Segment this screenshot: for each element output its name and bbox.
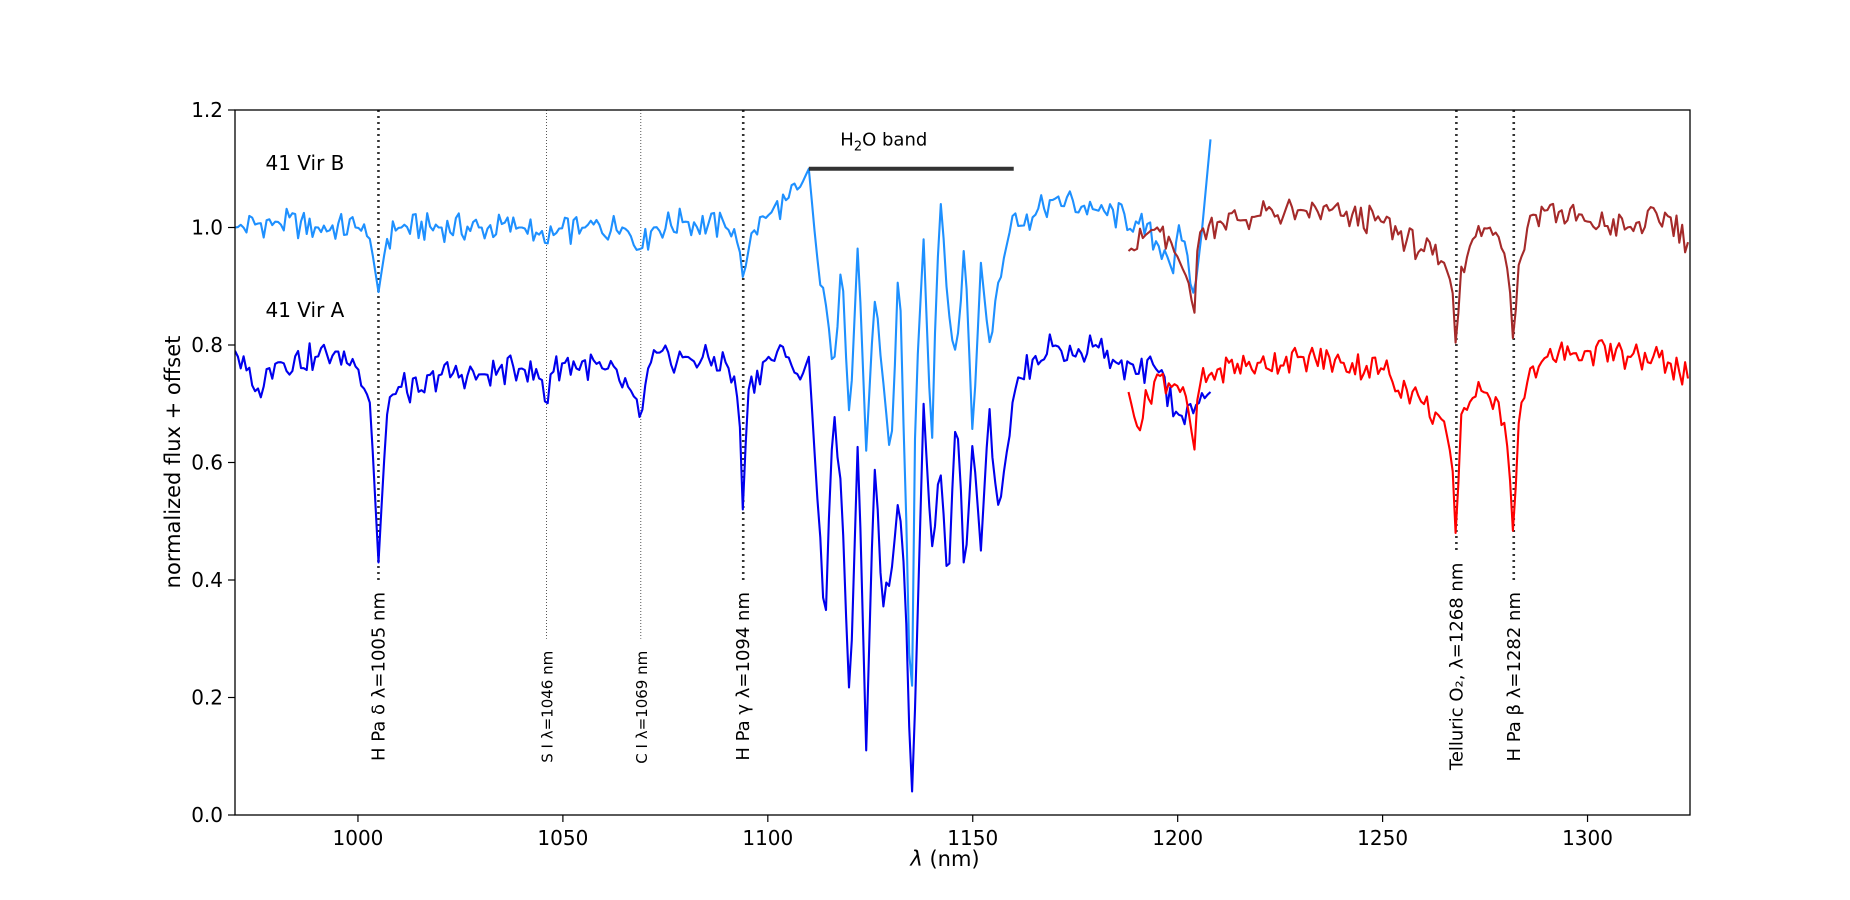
spectra: [235, 139, 1690, 793]
plot-background: [235, 110, 1690, 815]
line-marker-label: Telluric O₂, λ=1268 nm: [1446, 563, 1467, 771]
spectrum-series: [1127, 198, 1690, 344]
y-tick-label: 1.2: [191, 98, 223, 122]
x-tick-label: 1100: [742, 826, 793, 850]
band-label: H2O band: [840, 129, 927, 154]
line-marker-label: C I λ=1069 nm: [633, 651, 651, 764]
band-label-suffix: O band: [862, 129, 927, 150]
spectrum-series: [1127, 339, 1690, 535]
x-tick-label: 1250: [1357, 826, 1408, 850]
x-tick-label: 1300: [1562, 826, 1613, 850]
line-marker-label: H Pa γ λ=1094 nm: [733, 592, 754, 761]
band-label-sub: 2: [854, 139, 862, 154]
axes: 1000 1050 1100 1150 1200 1250 1300 0.0 0.2 0.4 0.6…: [191, 98, 1613, 850]
star-labels: 41 Vir B 41 Vir A: [265, 151, 344, 322]
y-tick-label: 0.6: [191, 451, 223, 475]
line-marker-label: S I λ=1046 nm: [538, 651, 556, 763]
line-marker-label: H Pa δ λ=1005 nm: [368, 592, 389, 761]
x-axis-symbol: λ: [909, 847, 922, 871]
y-tick-label: 0.8: [191, 333, 223, 357]
y-tick-label: 0.0: [191, 803, 223, 827]
star-label: 41 Vir B: [265, 151, 344, 175]
y-tick-label: 0.4: [191, 568, 223, 592]
y-tick-label: 1.0: [191, 216, 223, 240]
water-band: H2O band: [808, 129, 1014, 171]
x-tick-label: 1050: [537, 826, 588, 850]
spectrum-series: [235, 139, 1212, 687]
y-axis-title: normalized flux + offset: [161, 336, 185, 589]
x-tick-label: 1000: [333, 826, 384, 850]
star-label: 41 Vir A: [265, 298, 344, 322]
band-label-prefix: H: [840, 129, 854, 150]
x-tick-label: 1200: [1152, 826, 1203, 850]
line-marker-label: H Pa β λ=1282 nm: [1504, 592, 1525, 761]
x-axis-unit: (nm): [923, 847, 980, 871]
spectrum-series: [235, 333, 1212, 793]
x-axis-title: λ (nm): [909, 847, 979, 871]
y-tick-label: 0.2: [191, 686, 223, 710]
x-tick-label: 1150: [947, 826, 998, 850]
